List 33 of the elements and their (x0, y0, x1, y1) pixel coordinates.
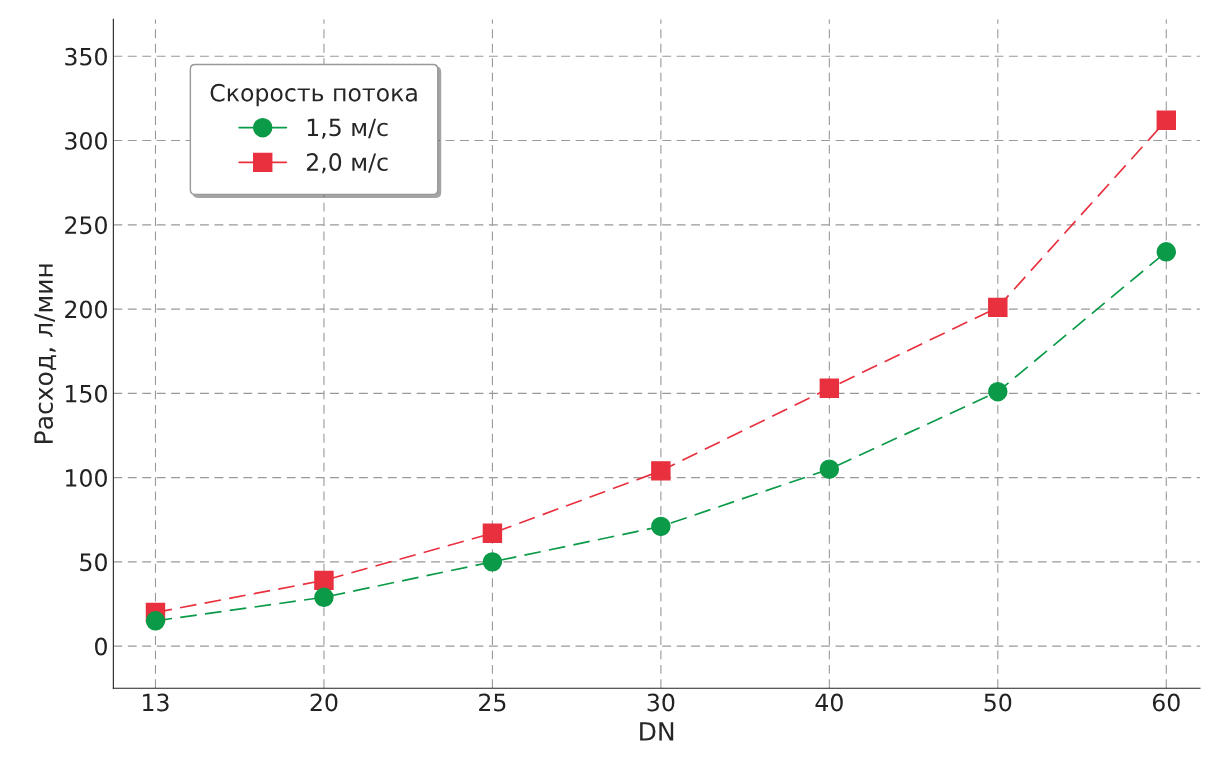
point (651, 516, 671, 537)
point (1156, 242, 1176, 262)
legend-label: 1,5 м/с (307, 118, 388, 139)
point (482, 552, 503, 572)
x-tick-label: 50 (984, 693, 1012, 712)
point (988, 297, 1008, 318)
y-tick-label: 200 (65, 300, 107, 319)
x-tick-label: 40 (815, 693, 843, 712)
y-axis-title: Расход, л/мин (34, 264, 57, 443)
y-tick-label: 250 (65, 216, 107, 235)
y-tick-label: 0 (95, 637, 107, 656)
point (145, 611, 166, 631)
y-tick-label: 100 (66, 469, 107, 487)
point (819, 459, 840, 479)
y-tick-label: 50 (80, 553, 107, 572)
point (314, 570, 334, 591)
x-tick-label: 60 (1152, 693, 1180, 712)
y-tick-label: 350 (65, 47, 107, 66)
y-tick-label: 300 (65, 132, 107, 150)
point (1156, 110, 1176, 131)
y-tick-label: 150 (66, 384, 107, 403)
legend-title: Скорость потока (210, 83, 417, 107)
x-tick-label: 25 (479, 693, 506, 712)
point (988, 381, 1008, 402)
point (314, 587, 334, 607)
point (482, 523, 503, 543)
x-tick-label: 30 (647, 693, 675, 712)
x-tick-label: 20 (310, 693, 338, 712)
x-tick-label: 13 (143, 693, 169, 712)
point (819, 378, 840, 399)
point (651, 461, 671, 481)
legend-label: 2,0 м/с (306, 153, 388, 174)
x-axis-title: DN (640, 722, 674, 741)
